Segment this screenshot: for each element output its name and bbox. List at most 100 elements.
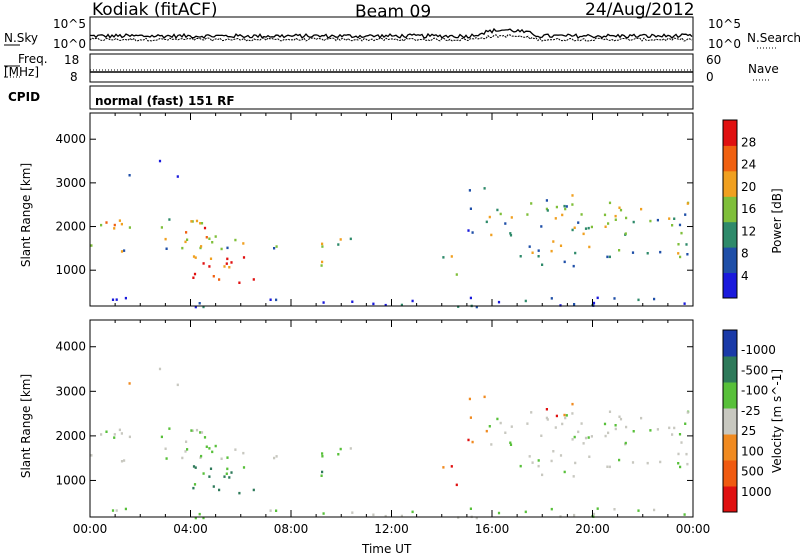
power-colorbar-tick-label: 28	[741, 135, 756, 149]
velocity-panel-ytick-label: 3000	[55, 384, 86, 398]
velocity-cell	[678, 433, 682, 436]
velocity-cell	[185, 440, 188, 443]
log-tick-high-left: 10^5	[53, 17, 86, 31]
power-cell	[555, 205, 558, 209]
power-cell	[483, 187, 486, 190]
power-cell	[646, 252, 649, 255]
power-colorbar-swatch	[723, 145, 737, 172]
power-cell	[128, 226, 131, 229]
velocity-cell	[637, 509, 640, 512]
velocity-cell	[559, 515, 562, 518]
velocity-cell	[226, 456, 229, 459]
velocity-cell	[545, 408, 548, 411]
velocity-cell	[649, 429, 652, 432]
power-cell	[510, 216, 513, 219]
power-cell	[580, 213, 583, 216]
power-cell	[608, 201, 612, 205]
nsky-trace	[89, 27, 693, 40]
velocity-cell	[677, 462, 680, 465]
power-cell	[450, 255, 453, 258]
power-cell	[226, 246, 229, 250]
velocity-cell	[273, 456, 276, 460]
velocity-cell	[252, 488, 255, 492]
power-panel-ytick-label: 2000	[55, 220, 86, 234]
power-cell	[100, 223, 103, 227]
velocity-cell	[686, 462, 689, 466]
power-cell	[339, 238, 342, 241]
power-cell	[469, 207, 472, 210]
velocity-colorbar-swatch	[723, 330, 737, 357]
velocity-cell	[400, 514, 403, 518]
velocity-colorbar-tick-label: 1000	[741, 485, 772, 499]
velocity-cell	[192, 465, 196, 468]
power-cell	[592, 301, 596, 305]
velocity-cell	[193, 483, 197, 486]
power-cell	[124, 296, 127, 300]
velocity-panel-ytick-label: 4000	[55, 340, 86, 354]
velocity-cell	[541, 473, 544, 477]
velocity-cell	[105, 430, 108, 433]
power-cell	[228, 266, 231, 269]
velocity-colorbar-swatch	[723, 486, 737, 513]
power-cell	[322, 301, 325, 304]
power-cell	[194, 305, 197, 309]
velocity-cell	[608, 465, 611, 469]
power-cell	[165, 247, 168, 250]
power-cell	[625, 216, 628, 220]
power-cell	[679, 255, 682, 259]
power-cell	[614, 214, 617, 218]
power-cell	[164, 237, 167, 241]
power-cell	[208, 237, 211, 240]
velocity-cell	[225, 472, 228, 475]
power-cell	[618, 206, 621, 209]
power-cell	[218, 278, 221, 281]
power-cell	[468, 189, 471, 192]
power-cell	[320, 264, 323, 267]
freq-label: Freq.	[18, 52, 48, 66]
velocity-panel-ytick-label: 2000	[55, 429, 86, 443]
nsky-panel-frame	[89, 16, 694, 51]
velocity-cell	[199, 456, 202, 459]
power-cell	[673, 217, 676, 220]
velocity-cell	[573, 513, 576, 517]
velocity-cell	[653, 508, 656, 512]
x-tick-label: 08:00	[274, 522, 309, 536]
velocity-cell	[528, 455, 531, 458]
power-cell	[211, 241, 214, 244]
x-tick-label: 00:00	[73, 522, 108, 536]
power-cell	[572, 264, 575, 268]
power-cell	[565, 205, 568, 208]
power-cell	[212, 275, 215, 278]
velocity-cell	[320, 474, 323, 477]
velocity-cell	[128, 382, 131, 385]
velocity-cell	[537, 459, 540, 462]
power-cell	[631, 251, 635, 254]
power-cell	[273, 247, 276, 250]
power-cell	[190, 220, 193, 223]
power-cell	[90, 244, 93, 247]
power-cell	[573, 226, 576, 229]
power-colorbar-swatch	[723, 196, 737, 223]
power-cell	[321, 245, 324, 248]
velocity-cell	[625, 425, 628, 429]
freq-tick-high: 18	[64, 53, 80, 67]
velocity-cell	[181, 456, 184, 460]
power-cell	[619, 208, 623, 212]
velocity-colorbar-tick-label: -25	[741, 404, 761, 418]
velocity-cell	[659, 460, 662, 464]
power-cell	[384, 303, 387, 307]
power-cell	[678, 223, 682, 227]
velocity-cell	[220, 457, 223, 460]
power-cell	[275, 245, 278, 248]
velocity-cell	[339, 447, 342, 451]
velocity-cell	[208, 475, 211, 478]
power-cell	[269, 298, 272, 301]
cpid-panel-frame	[89, 85, 694, 110]
power-cell	[469, 296, 472, 300]
velocity-cell	[488, 425, 491, 428]
power-cell	[582, 232, 585, 236]
velocity-panel-frame	[89, 319, 694, 518]
velocity-cell	[275, 509, 278, 512]
velocity-cell	[571, 412, 574, 415]
power-cell	[113, 227, 116, 230]
